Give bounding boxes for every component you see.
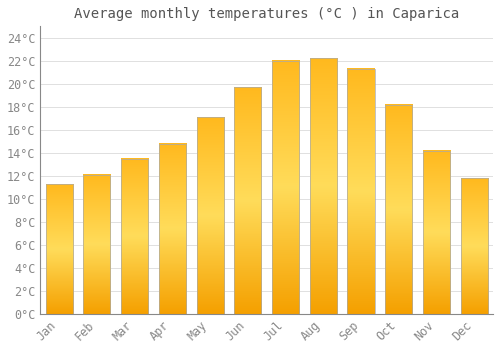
Bar	[196, 117, 224, 314]
Bar	[310, 58, 337, 314]
Bar	[234, 87, 262, 314]
Bar	[348, 69, 374, 314]
Bar	[385, 105, 412, 314]
Bar	[460, 178, 488, 314]
Bar	[84, 175, 110, 314]
Title: Average monthly temperatures (°C ) in Caparica: Average monthly temperatures (°C ) in Ca…	[74, 7, 460, 21]
Bar	[272, 61, 299, 314]
Bar	[46, 184, 73, 314]
Bar	[159, 144, 186, 314]
Bar	[121, 159, 148, 314]
Bar	[423, 150, 450, 314]
